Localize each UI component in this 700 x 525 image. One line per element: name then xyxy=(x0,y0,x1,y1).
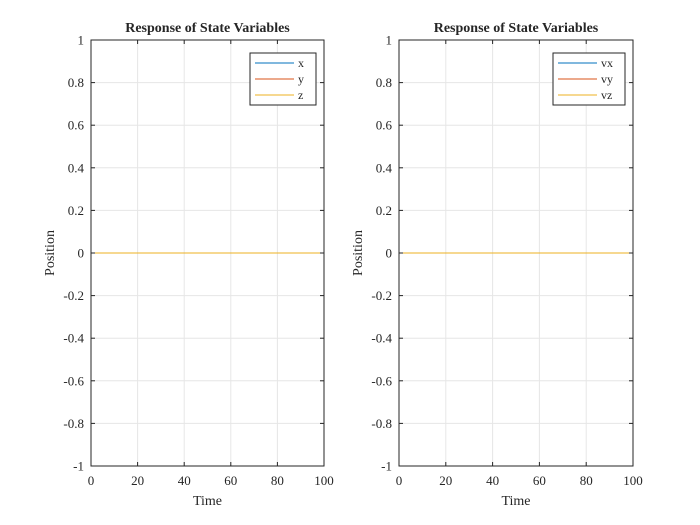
y-tick-label: 1 xyxy=(386,33,393,48)
y-tick-label: 0 xyxy=(78,246,85,261)
y-tick-label: -0.8 xyxy=(371,416,392,431)
y-tick-label: 0.8 xyxy=(376,75,392,90)
y-tick-label: 0.6 xyxy=(376,118,393,133)
legend-entry-vy: vy xyxy=(601,72,613,86)
x-tick-label: 100 xyxy=(314,473,334,488)
y-tick-label: 0.4 xyxy=(376,160,393,175)
x-tick-label: 40 xyxy=(178,473,191,488)
legend: vx vy vz xyxy=(552,52,626,106)
y-tick-label: 0 xyxy=(386,246,393,261)
chart-panel-2: 0 20 40 60 80 100 -1 -0.8 -0.6 -0.4 -0.2 0 0.2 0.4 0.6… xyxy=(351,21,643,509)
y-tick-label: -0.8 xyxy=(63,416,84,431)
legend: xyz xyxy=(249,52,317,106)
y-tick-label: 0.4 xyxy=(68,160,85,175)
y-tick-label: 0.6 xyxy=(68,118,85,133)
x-axis-label: Time xyxy=(501,494,530,509)
y-tick-label: -1 xyxy=(381,459,392,474)
x-tick-label: 0 xyxy=(396,473,403,488)
y-tick-label: -0.6 xyxy=(63,373,84,388)
y-axis-label: Position xyxy=(43,230,58,276)
legend-entry-y: y xyxy=(298,72,304,86)
y-tick-label: -0.4 xyxy=(63,331,84,346)
chart-title: Response of State Variables xyxy=(434,21,599,36)
x-tick-label: 100 xyxy=(623,473,643,488)
legend-entry-x: x xyxy=(298,56,304,70)
y-tick-label: 0.2 xyxy=(68,203,84,218)
x-tick-label: 40 xyxy=(486,473,499,488)
chart-panel-1: 0 20 40 60 80 100 -1 -0.8 -0.6 -0.4 -0.2 0 0.2 0.4 0.6… xyxy=(43,21,334,509)
y-tick-label: -0.6 xyxy=(371,373,392,388)
y-tick-label: -0.2 xyxy=(63,288,84,303)
x-tick-label: 20 xyxy=(131,473,144,488)
y-tick-label: -1 xyxy=(73,459,84,474)
x-tick-label: 60 xyxy=(224,473,237,488)
y-tick-label: 0.8 xyxy=(68,75,84,90)
legend-entry-vz: vz xyxy=(601,88,612,102)
legend-entry-z: z xyxy=(298,88,303,102)
x-tick-label: 0 xyxy=(88,473,95,488)
x-tick-label: 80 xyxy=(580,473,593,488)
y-tick-label: 1 xyxy=(78,33,85,48)
x-tick-label: 80 xyxy=(271,473,284,488)
x-axis-label: Time xyxy=(193,494,222,509)
y-tick-label: -0.4 xyxy=(371,331,392,346)
y-axis-label: Position xyxy=(351,230,366,276)
chart-title: Response of State Variables xyxy=(125,21,290,36)
y-tick-label: 0.2 xyxy=(376,203,392,218)
legend-entry-vx: vx xyxy=(601,56,613,70)
x-tick-label: 60 xyxy=(533,473,546,488)
x-tick-label: 20 xyxy=(439,473,452,488)
y-tick-label: -0.2 xyxy=(371,288,392,303)
